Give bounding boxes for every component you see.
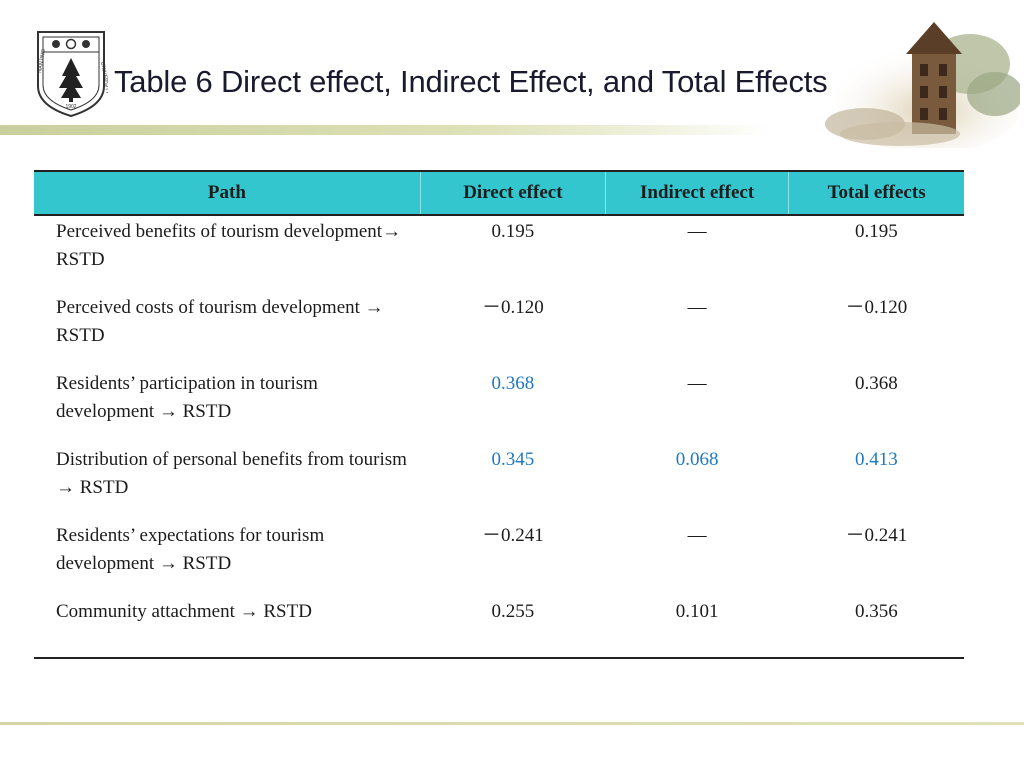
row-total: －0.241: [845, 525, 908, 546]
row-direct: 0.368: [491, 373, 535, 394]
table-row: Distribution of personal benefits from t…: [34, 444, 964, 520]
row-indirect: —: [687, 525, 707, 546]
effects-table: Path Direct effect Indirect effect Total…: [34, 170, 964, 659]
table-row: Residents’ participation in tourism deve…: [34, 368, 964, 444]
row-path: Perceived benefits of tourism developmen…: [56, 221, 402, 270]
header-divider: [0, 125, 770, 135]
svg-text:1902: 1902: [65, 104, 76, 110]
row-path: Perceived costs of tourism development →…: [56, 297, 384, 346]
row-direct: 0.345: [491, 449, 535, 470]
row-total: 0.356: [788, 596, 964, 659]
row-direct: －0.241: [481, 525, 544, 546]
row-path: Community attachment → RSTD: [34, 596, 421, 659]
row-indirect: —: [687, 297, 707, 318]
row-indirect: —: [687, 221, 707, 242]
row-indirect: 0.068: [675, 449, 719, 470]
svg-text:NANJING: NANJING: [37, 49, 47, 74]
table-row: Perceived benefits of tourism developmen…: [34, 215, 964, 292]
row-total: 0.368: [854, 373, 898, 394]
row-indirect: —: [687, 373, 707, 394]
row-direct: 0.195: [491, 221, 535, 242]
row-total: 0.413: [854, 449, 898, 470]
header-total-effects: Total effects: [788, 170, 964, 216]
row-indirect: 0.101: [605, 596, 789, 659]
university-seal-icon: 1902 NANJING UNIVERSITY: [37, 31, 108, 118]
table-row: Community attachment → RSTD 0.255 0.101 …: [34, 596, 964, 659]
table-header-row: Path Direct effect Indirect effect Total…: [34, 170, 964, 216]
row-total: －0.120: [845, 297, 908, 318]
footer-divider: [0, 722, 1024, 725]
row-direct: －0.120: [481, 297, 544, 318]
row-total: 0.195: [854, 221, 898, 242]
header-path: Path: [34, 170, 421, 216]
row-path: Residents’ expectations for tourism deve…: [56, 525, 325, 574]
table-row: Perceived costs of tourism development →…: [34, 292, 964, 368]
header-direct-effect: Direct effect: [419, 170, 606, 216]
row-path: Residents’ participation in tourism deve…: [56, 373, 318, 422]
svg-text:UNIVERSITY: UNIVERSITY: [99, 61, 108, 95]
slide-title: Table 6 Direct effect, Indirect Effect, …: [114, 64, 828, 99]
header-indirect-effect: Indirect effect: [604, 170, 789, 216]
row-path: Distribution of personal benefits from t…: [56, 449, 407, 498]
row-direct: 0.255: [420, 596, 606, 659]
table-row: Residents’ expectations for tourism deve…: [34, 520, 964, 596]
campus-tower-icon: [825, 22, 1020, 148]
